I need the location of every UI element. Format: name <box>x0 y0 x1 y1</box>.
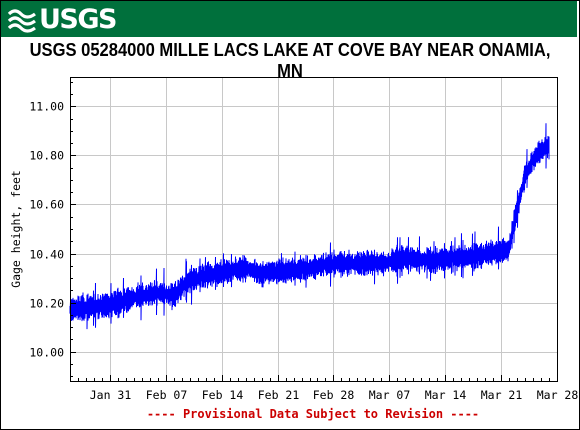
axis-ticks: 10.00 10.20 10.40 10.60 10.80 11.00 Jan 31 Feb … <box>29 82 579 402</box>
chart-title: USGS 05284000 MILLE LACS LAKE AT COVE BA… <box>29 40 551 81</box>
usgs-wave-icon <box>7 9 36 33</box>
x-tick-label: Mar 07 <box>369 388 411 402</box>
data-series <box>69 123 550 330</box>
y-tick-label: 10.80 <box>29 149 64 163</box>
y-tick-label: 10.20 <box>29 297 64 311</box>
y-tick-label: 10.40 <box>29 248 64 262</box>
x-tick-label: Feb 21 <box>258 388 300 402</box>
x-tick-label: Mar 21 <box>481 388 523 402</box>
provisional-data-note: ---- Provisional Data Subject to Revisio… <box>147 407 479 421</box>
x-tick-label: Mar 14 <box>425 388 467 402</box>
x-tick-label: Feb 28 <box>313 388 355 402</box>
x-tick-label: Jan 31 <box>90 388 132 402</box>
x-tick-label: Mar 28 <box>537 388 579 402</box>
usgs-banner: USGS <box>1 1 577 37</box>
x-tick-label: Feb 07 <box>146 388 188 402</box>
x-tick-label: Feb 14 <box>202 388 244 402</box>
grid-lines <box>70 77 557 381</box>
y-tick-label: 10.00 <box>29 346 64 360</box>
y-tick-label: 10.60 <box>29 198 64 212</box>
plot-border <box>70 77 558 382</box>
gage-height-line <box>69 123 550 330</box>
y-axis-label: Gage height, feet <box>9 170 23 288</box>
usgs-logo[interactable]: USGS <box>7 3 117 35</box>
y-tick-label: 11.00 <box>29 100 64 114</box>
usgs-logo-text: USGS <box>39 3 117 35</box>
